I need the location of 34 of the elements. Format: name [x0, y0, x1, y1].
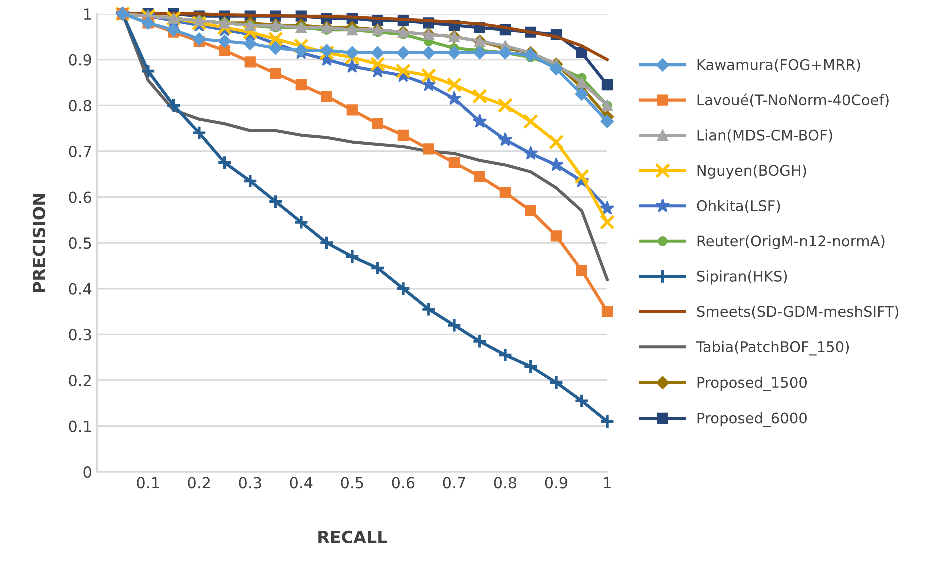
- x-tick-label: 0.5: [341, 477, 364, 489]
- y-tick-label: 0.8: [69, 100, 92, 112]
- y-tick-label: 0.2: [69, 374, 91, 386]
- x-tick-label: 0.1: [137, 477, 160, 489]
- legend-label: Tabia(PatchBOF_150): [696, 341, 850, 356]
- x-tick-label: 0.4: [290, 477, 313, 489]
- y-tick-label: 1: [84, 8, 92, 20]
- x-tick-label: 0.9: [545, 477, 568, 489]
- legend-label: Lian(MDS-CM-BOF): [698, 130, 832, 143]
- y-tick-label: 0.5: [69, 238, 92, 250]
- legend-label: Reuter(OrigM-n12-normA): [698, 235, 885, 250]
- x-tick-label: 1: [604, 477, 611, 489]
- x-tick-label: 0.3: [239, 477, 262, 489]
- y-tick-label: 0: [84, 466, 92, 478]
- y-tick-label: 0.4: [69, 283, 92, 295]
- legend-label: Sipiran(HKS): [697, 270, 788, 285]
- x-tick-label: 0.6: [392, 477, 415, 489]
- legend-label: Proposed_1500: [698, 376, 807, 392]
- y-tick-label: 0.9: [69, 54, 92, 66]
- y-tick-label: 0.3: [69, 329, 92, 341]
- x-tick-label: 0.2: [188, 477, 210, 489]
- y-tick-label: 0.1: [69, 420, 92, 432]
- legend-label: Kawamura(FOG+MRR): [698, 59, 860, 72]
- legend-label: Lavoué(T-NoNorm-40Coef): [698, 94, 889, 108]
- legend-label: Proposed_6000: [698, 412, 807, 428]
- y-axis-title: PRECISION: [32, 194, 46, 292]
- legend-label: Nguyen(BOGH): [698, 164, 806, 179]
- y-tick-label: 0.6: [69, 192, 92, 204]
- legend-label: Smeets(SD-GDM-meshSIFT): [697, 306, 899, 319]
- y-tick-label: 0.7: [69, 146, 92, 158]
- x-axis-title: RECALL: [318, 530, 388, 544]
- x-tick-label: 0.7: [443, 477, 466, 489]
- x-tick-label: 0.8: [494, 477, 517, 489]
- legend-label: Ohkita(LSF): [697, 200, 780, 214]
